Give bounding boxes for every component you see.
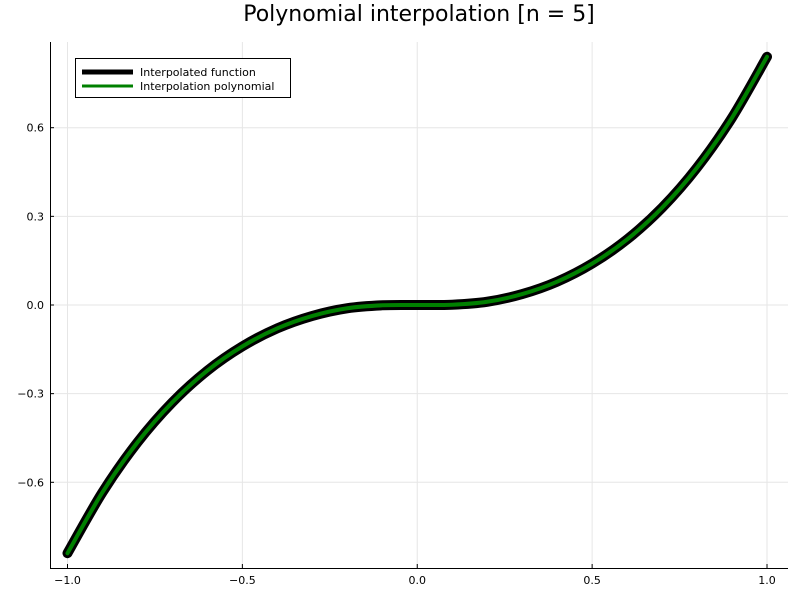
x-tick-label: 0.5: [583, 574, 601, 587]
y-tick-label: 0.0: [27, 299, 45, 312]
series: [62, 51, 773, 559]
grid: [50, 42, 788, 568]
x-tick-label: −1.0: [54, 574, 81, 587]
y-tick-label: −0.3: [17, 388, 44, 401]
y-tick-label: 0.3: [27, 210, 45, 223]
y-tick-label: −0.6: [17, 476, 44, 489]
series-line-interpolation-polynomial: [65, 54, 770, 556]
chart-title: Polynomial interpolation [n = 5]: [243, 2, 595, 27]
legend-label-interpolated-function: Interpolated function: [140, 66, 256, 79]
legend-label-interpolation-polynomial: Interpolation polynomial: [140, 80, 274, 93]
legend-box: [75, 58, 291, 98]
legend: Interpolated function Interpolation poly…: [75, 58, 291, 98]
x-tick-label: 0.0: [409, 574, 427, 587]
y-tick-label: 0.6: [27, 122, 45, 135]
tick-labels: −1.0 −0.5 0.0 0.5 1.0 −0.6 −0.3 0.0 0.3 0.6: [17, 122, 775, 587]
x-tick-label: −0.5: [229, 574, 256, 587]
x-tick-label: 1.0: [758, 574, 776, 587]
